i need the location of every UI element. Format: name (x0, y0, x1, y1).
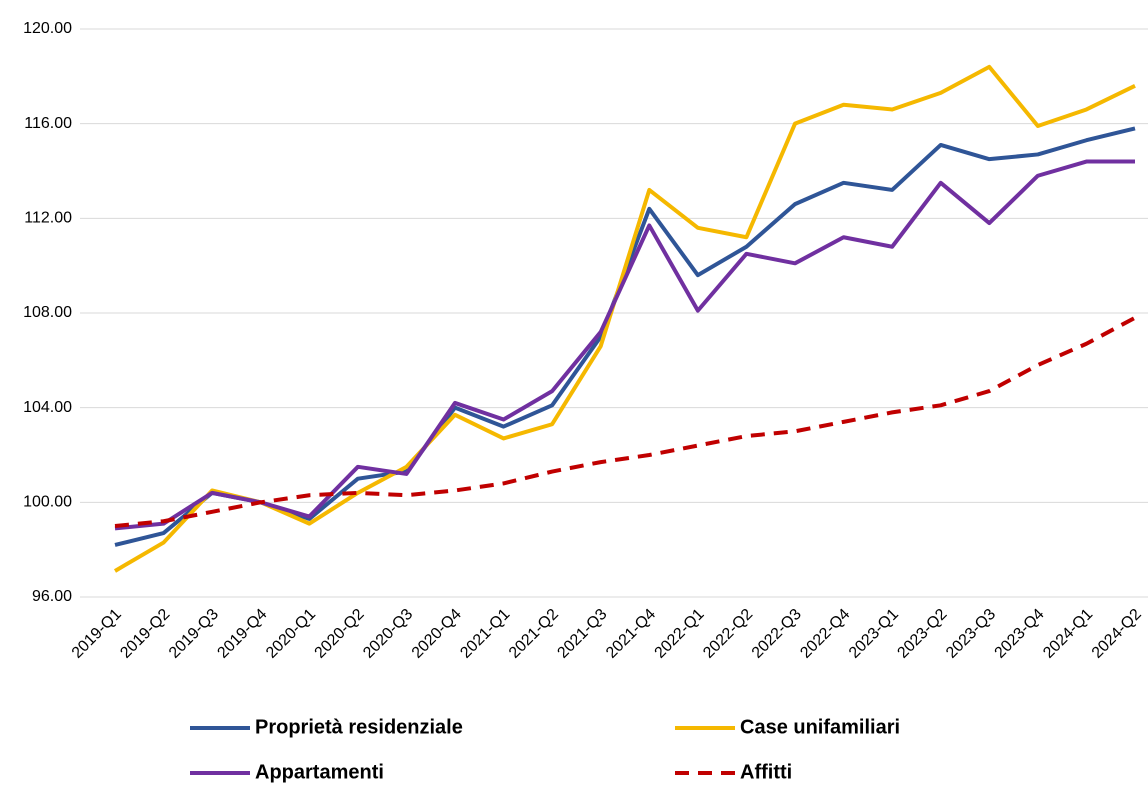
x-tick-label: 2024-Q1 (1040, 606, 1096, 662)
y-tick-label: 104.00 (23, 399, 72, 416)
series-line (113, 64, 1136, 573)
legend-label: Affitti (740, 761, 792, 783)
legend-label: Case unifamiliari (740, 716, 900, 738)
y-tick-label: 112.00 (24, 210, 72, 227)
y-tick-label: 116.00 (24, 115, 72, 132)
x-tick-label: 2019-Q4 (214, 606, 270, 662)
x-tick-label: 2024-Q2 (1089, 606, 1145, 662)
x-tick-label: 2020-Q4 (409, 606, 465, 662)
x-tick-label: 2023-Q2 (894, 606, 950, 662)
x-tick-label: 2020-Q1 (263, 606, 319, 662)
x-tick-label: 2023-Q3 (943, 606, 999, 662)
x-tick-label: 2022-Q2 (700, 606, 756, 662)
x-tick-label: 2022-Q1 (652, 606, 708, 662)
x-tick-label: 2021-Q4 (603, 606, 659, 662)
series-line (114, 315, 1136, 528)
x-tick-label: 2020-Q2 (312, 606, 368, 662)
legend-label: Proprietà residenziale (255, 716, 463, 738)
x-tick-label: 2021-Q1 (457, 606, 513, 662)
x-tick-label: 2023-Q1 (846, 606, 902, 662)
x-tick-label: 2022-Q4 (797, 606, 853, 662)
x-tick-label: 2019-Q2 (117, 606, 173, 662)
legend-label: Appartamenti (255, 761, 384, 783)
x-tick-label: 2023-Q4 (992, 606, 1048, 662)
x-tick-label: 2019-Q1 (69, 606, 125, 662)
x-tick-label: 2020-Q3 (360, 606, 416, 662)
series-line (114, 126, 1136, 547)
y-tick-label: 100.00 (23, 494, 72, 511)
x-tick-label: 2021-Q3 (554, 606, 610, 662)
x-tick-label: 2019-Q3 (166, 606, 222, 662)
y-tick-label: 108.00 (23, 304, 72, 321)
x-tick-label: 2022-Q3 (749, 606, 805, 662)
x-tick-label: 2021-Q2 (506, 606, 562, 662)
y-tick-label: 96.00 (32, 588, 72, 605)
y-tick-label: 120.00 (23, 20, 72, 37)
series-line (114, 159, 1135, 531)
